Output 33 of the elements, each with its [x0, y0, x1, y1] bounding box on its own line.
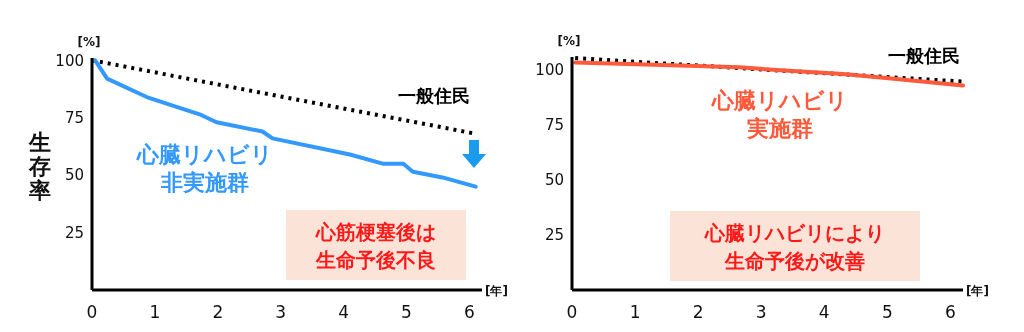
x-tick-label: 5 [881, 302, 893, 322]
x-tick-label: 1 [149, 302, 161, 322]
y-tick-label: 25 [64, 223, 84, 242]
x-tick-label: 2 [692, 302, 704, 322]
x-tick-label: 4 [818, 302, 830, 322]
x-tick-label: 1 [629, 302, 641, 322]
series-label: 心臓リハビリ実施群 [711, 88, 848, 141]
y-tick-label: 50 [64, 166, 84, 185]
y-tick-label: 75 [544, 116, 564, 135]
text: [%] [557, 34, 581, 48]
x-axis-title: [年] [485, 284, 508, 298]
y-axis-title: 生存率 [28, 130, 51, 203]
series-label: 一般住民 [398, 85, 470, 106]
y-tick-label: 25 [544, 226, 564, 245]
x-tick-label: 0 [566, 302, 578, 322]
x-tick-label: 2 [212, 302, 224, 322]
x-tick-label: 5 [401, 302, 412, 322]
series-label: 心臓リハビリ非実施群 [136, 142, 273, 195]
y-tick-label: 100 [535, 61, 564, 80]
annotation: 心臓リハビリにより生命予後が改善 [704, 221, 885, 273]
annotation: 心筋梗塞後は生命予後不良 [315, 220, 436, 272]
x-tick-label: 3 [275, 302, 287, 322]
x-tick-label: 6 [464, 302, 475, 322]
text: [%] [77, 35, 101, 49]
y-tick-label: 50 [544, 171, 564, 190]
x-axis-title: [年] [966, 284, 989, 298]
y-tick-label: 100 [55, 51, 84, 70]
x-tick-label: 6 [944, 302, 956, 322]
x-tick-label: 4 [338, 302, 350, 322]
series-label: 一般住民 [888, 45, 960, 66]
x-tick-label: 0 [86, 302, 98, 322]
x-tick-label: 3 [755, 302, 767, 322]
y-tick-label: 75 [64, 108, 84, 127]
